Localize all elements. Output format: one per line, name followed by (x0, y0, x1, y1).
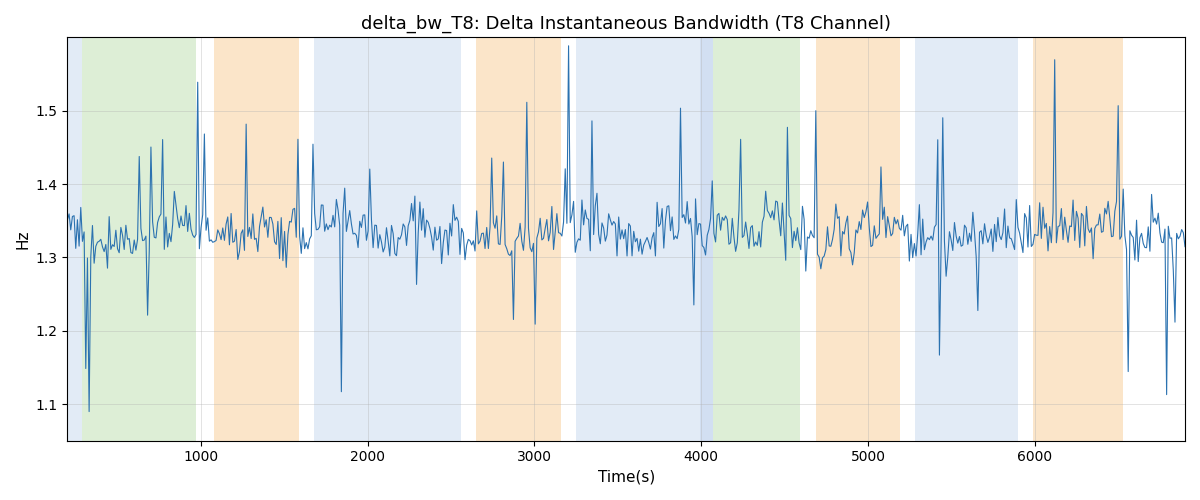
Bar (214, 38, 299, 440)
Bar (1033, 38, 1123, 440)
Bar (83, 38, 196, 440)
Bar (314, 38, 461, 440)
Bar (914, 38, 1018, 440)
Bar (576, 38, 700, 440)
Bar (476, 38, 562, 440)
Bar (713, 38, 799, 440)
Title: delta_bw_T8: Delta Instantaneous Bandwidth (T8 Channel): delta_bw_T8: Delta Instantaneous Bandwid… (361, 15, 892, 34)
Y-axis label: Hz: Hz (16, 230, 30, 249)
Bar (700, 38, 713, 440)
Bar (816, 38, 900, 440)
Bar (67, 38, 83, 440)
X-axis label: Time(s): Time(s) (598, 470, 655, 485)
